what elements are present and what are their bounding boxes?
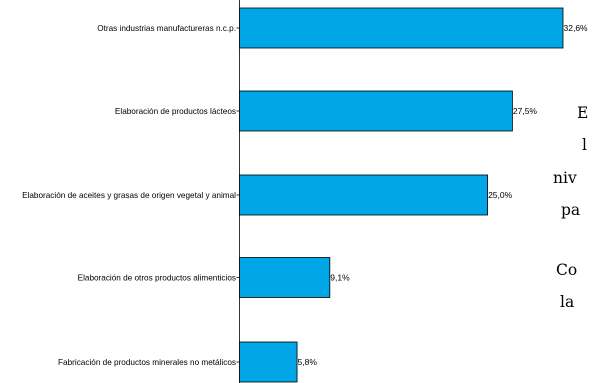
- value-label: 27,5%: [513, 106, 538, 116]
- category-label: Otras industrias manufactureras n.c.p.: [97, 24, 236, 33]
- side-text-fragment: niv: [553, 169, 577, 187]
- bar: [239, 174, 488, 216]
- bar: [239, 257, 331, 298]
- value-label: 5,8%: [298, 357, 318, 367]
- bar-group: Otras industrias manufactureras n.c.p. 32…: [22, 7, 589, 383]
- side-text-fragment: l: [582, 136, 587, 154]
- value-label: 9,1%: [330, 273, 350, 283]
- side-text-fragment: la: [560, 293, 575, 311]
- side-text-fragment: Co: [556, 261, 578, 279]
- side-text-fragment: pa: [561, 201, 581, 219]
- value-label: 25,0%: [488, 190, 513, 200]
- value-label: 32,6%: [564, 23, 589, 33]
- bar: [239, 7, 564, 49]
- category-label: Elaboración de otros productos alimentic…: [78, 274, 236, 283]
- bar: [239, 90, 513, 132]
- bar: [239, 341, 298, 383]
- category-label: Elaboración de productos lácteos: [115, 107, 236, 116]
- category-label: Fabricación de productos minerales no me…: [58, 358, 236, 367]
- side-text-fragment: E: [577, 104, 589, 122]
- category-label: Elaboración de aceites y grasas de orige…: [22, 191, 236, 200]
